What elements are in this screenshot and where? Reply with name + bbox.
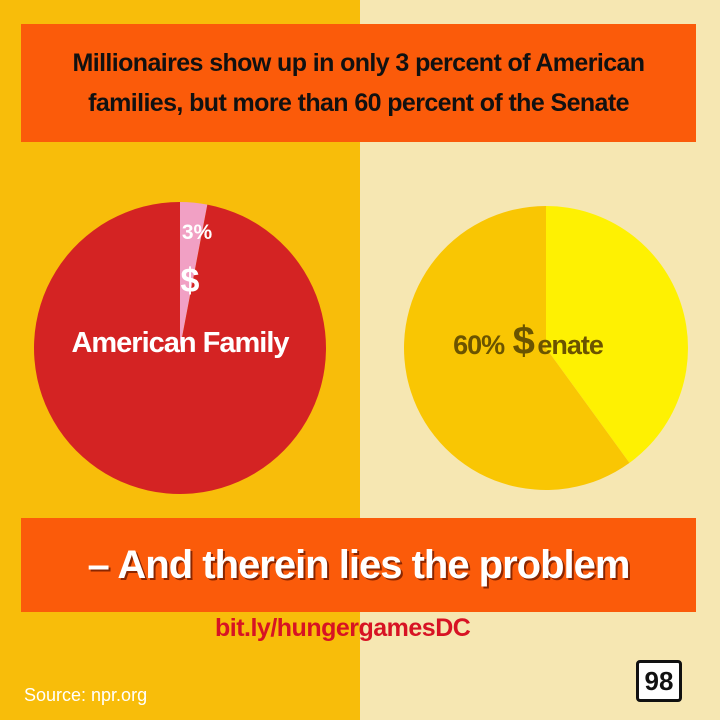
senate-label-rest: enate [537, 330, 604, 360]
tagline-banner: – And therein lies the problem [21, 518, 696, 612]
american-family-label: American Family [71, 327, 289, 359]
badge-98: 98 [636, 660, 682, 702]
headline: Millionaires show up in only 3 percent o… [72, 49, 646, 117]
senate-pie [403, 206, 688, 491]
slice-label-3-percent: 3% [182, 221, 213, 244]
family-other-slice [33, 202, 326, 494]
tagline: – And therein lies the problem [87, 542, 631, 587]
senate-label-dollar: $ [513, 319, 535, 363]
senate-label: 60% $ enate [453, 319, 604, 363]
senate-millionaire-slice [403, 206, 630, 491]
senate-non-millionaire-slice [546, 206, 688, 463]
family-millionaire-slice [180, 202, 208, 348]
headline-banner: Millionaires show up in only 3 percent o… [21, 24, 696, 142]
short-link[interactable]: bit.ly/hungergamesDC [215, 614, 471, 642]
senate-label-percent: 60% [453, 330, 505, 360]
american-family-pie [33, 202, 326, 494]
source-credit: Source: npr.org [24, 685, 148, 705]
slice-dollar-marker: $ [181, 262, 200, 300]
